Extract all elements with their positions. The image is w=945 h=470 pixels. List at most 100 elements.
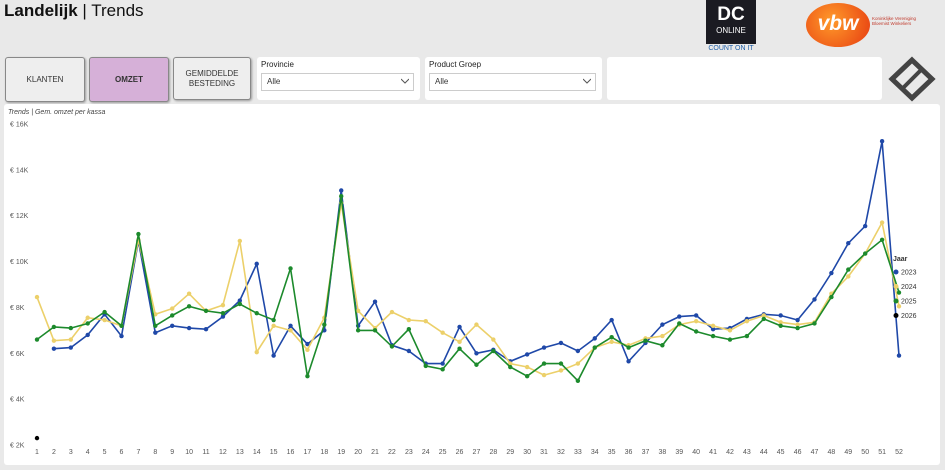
x-tick-label: 48 <box>827 449 835 456</box>
x-tick-label: 33 <box>574 449 582 456</box>
data-point <box>119 323 124 328</box>
dc-logo: DC ONLINE <box>706 0 756 44</box>
data-point <box>237 301 243 307</box>
nav-button[interactable]: KLANTEN <box>5 57 85 102</box>
x-tick-label: 13 <box>236 449 244 456</box>
data-point <box>862 251 868 256</box>
data-point <box>592 336 597 341</box>
x-tick-label: 25 <box>439 449 447 456</box>
x-tick-label: 8 <box>153 449 157 456</box>
data-point <box>710 323 716 328</box>
x-tick-label: 35 <box>608 449 616 456</box>
data-point <box>305 341 310 347</box>
filter[interactable]: Product Groep Alle <box>425 57 602 100</box>
data-point <box>68 325 74 331</box>
x-tick-label: 12 <box>219 449 227 456</box>
x-tick-label: 40 <box>692 449 700 456</box>
data-point <box>305 374 310 379</box>
data-point <box>491 348 496 354</box>
data-point <box>795 317 800 323</box>
page-title: Landelijk | Trends <box>4 1 144 21</box>
nav-button-active[interactable]: OMZET <box>89 57 169 102</box>
x-tick-label: 32 <box>557 449 565 456</box>
data-point <box>288 266 293 271</box>
legend-label: 2024 <box>901 284 917 291</box>
data-point <box>153 312 158 317</box>
data-point <box>846 267 851 272</box>
data-point <box>423 318 428 324</box>
chevron <box>401 78 409 84</box>
nav-button[interactable]: GEMIDDELDE BESTEDING <box>173 57 251 100</box>
legend-swatch <box>893 313 899 318</box>
x-tick-label: 16 <box>287 449 295 456</box>
data-point <box>440 330 445 335</box>
x-tick-label: 9 <box>170 449 174 456</box>
reset-icon[interactable] <box>886 56 938 102</box>
data-point <box>744 318 750 324</box>
chevron <box>583 78 591 84</box>
vbw-text: vbw <box>817 12 859 35</box>
data-point <box>829 270 834 276</box>
x-tick-label: 15 <box>270 449 278 456</box>
data-point <box>355 328 361 333</box>
dropdown[interactable]: Alle <box>429 73 596 91</box>
data-point <box>170 313 175 318</box>
data-point <box>879 237 885 242</box>
data-point <box>34 294 40 300</box>
x-tick-label: 47 <box>811 449 819 456</box>
data-point <box>288 323 293 328</box>
x-tick-label: 52 <box>895 449 903 456</box>
data-point <box>879 220 885 225</box>
data-point <box>474 351 479 356</box>
x-tick-label: 50 <box>861 449 869 456</box>
data-point <box>558 361 564 366</box>
data-point <box>609 317 614 323</box>
y-tick-label: € 8K <box>10 305 25 312</box>
data-point <box>51 324 57 330</box>
data-point <box>119 333 124 339</box>
dropdown[interactable]: Alle <box>261 73 414 91</box>
data-point <box>677 321 682 326</box>
data-point <box>440 367 445 372</box>
x-tick-label: 34 <box>591 449 599 456</box>
data-point <box>254 310 259 316</box>
x-tick-label: 49 <box>844 449 852 456</box>
data-point <box>136 231 141 237</box>
data-point <box>626 345 631 350</box>
data-point <box>524 352 530 357</box>
data-point <box>186 325 192 331</box>
y-tick-label: € 10K <box>10 259 29 266</box>
data-point <box>406 317 412 323</box>
data-point <box>85 315 90 320</box>
filter[interactable]: Provincie Alle <box>257 57 420 100</box>
x-tick-label: 10 <box>185 449 193 456</box>
data-point <box>474 362 479 367</box>
data-point <box>406 327 412 332</box>
chart: Trends | Gem. omzet per kassa € 2K € 4K € … <box>8 109 917 456</box>
data-point <box>288 328 293 333</box>
data-point <box>862 223 868 229</box>
data-point <box>34 435 40 441</box>
data-point <box>778 313 783 318</box>
dc-logo-text: DC <box>717 4 745 25</box>
data-point <box>457 324 462 330</box>
chart-title: Trends | Gem. omzet per kassa <box>8 109 105 116</box>
x-tick-label: 14 <box>253 449 261 456</box>
data-point <box>660 343 665 348</box>
x-tick-label: 22 <box>388 449 396 456</box>
data-point <box>660 333 665 339</box>
data-point <box>170 306 175 311</box>
data-point <box>85 332 90 338</box>
data-point <box>271 353 276 358</box>
data-point <box>541 361 547 366</box>
x-tick-label: 46 <box>794 449 802 456</box>
x-tick-label: 31 <box>540 449 548 456</box>
data-point <box>474 322 479 327</box>
x-tick-label: 38 <box>658 449 666 456</box>
x-tick-label: 2 <box>52 449 56 456</box>
y-tick-label: € 16K <box>10 122 29 129</box>
data-point <box>203 327 209 332</box>
x-tick-label: 42 <box>726 449 734 456</box>
data-point <box>812 297 817 302</box>
